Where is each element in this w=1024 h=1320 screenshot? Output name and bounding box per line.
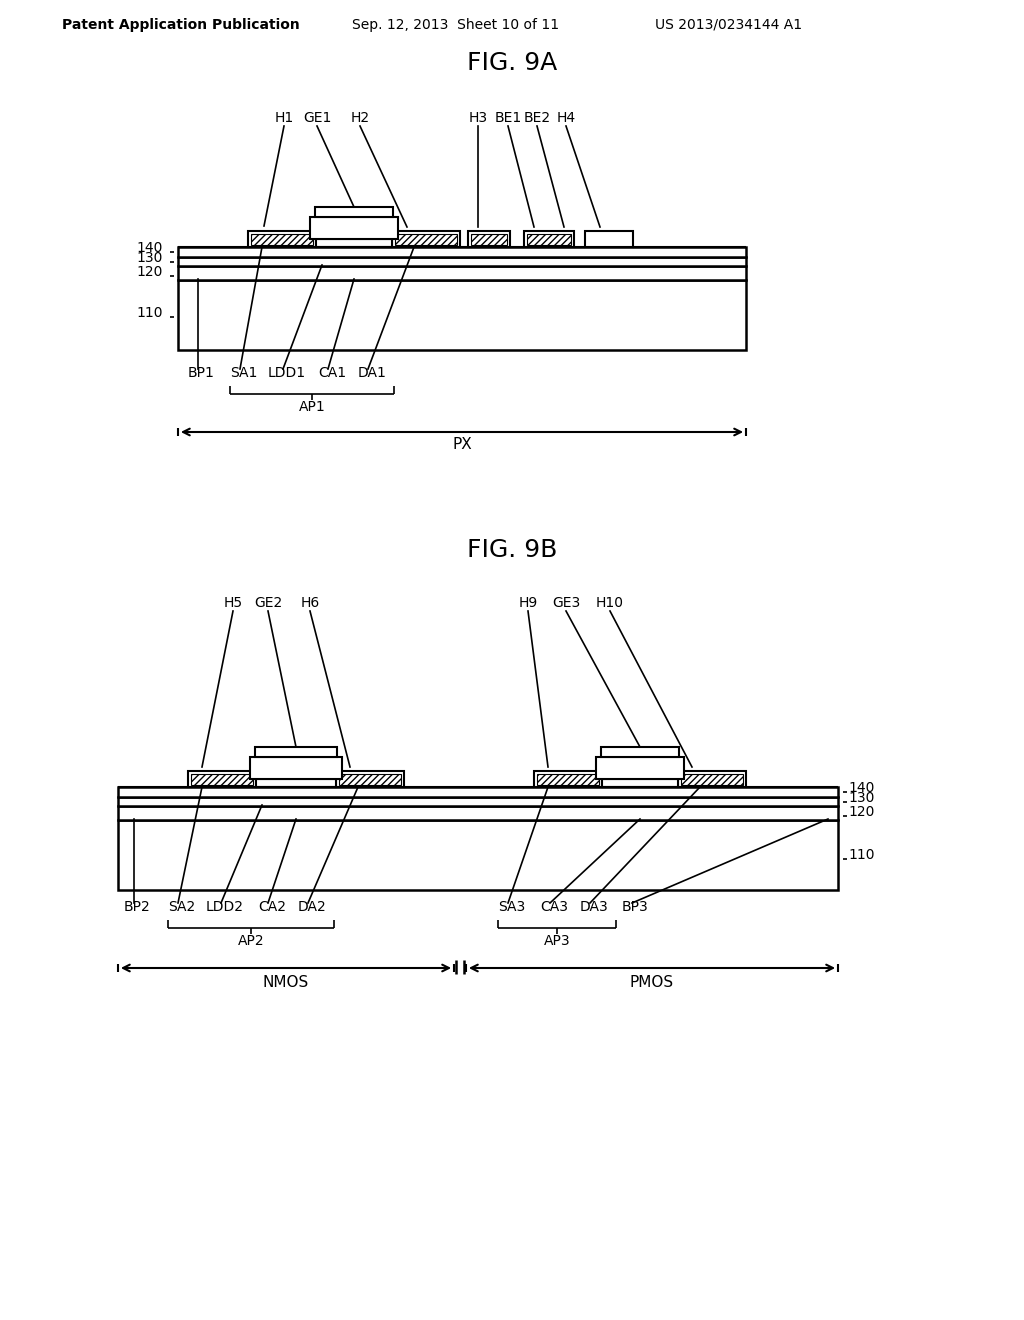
Bar <box>118 787 838 797</box>
Bar <box>250 756 342 779</box>
Text: H6: H6 <box>300 597 319 610</box>
Bar <box>118 797 838 807</box>
Text: PMOS: PMOS <box>630 975 674 990</box>
Bar <box>336 771 404 787</box>
Bar <box>392 231 460 247</box>
Text: SA2: SA2 <box>168 900 196 913</box>
Text: 120: 120 <box>136 265 163 279</box>
Text: SA3: SA3 <box>498 900 525 913</box>
Text: LDD2: LDD2 <box>206 900 244 913</box>
Bar <box>118 807 838 820</box>
Text: 120: 120 <box>848 805 874 818</box>
Text: H9: H9 <box>518 597 538 610</box>
Text: CA3: CA3 <box>540 900 568 913</box>
Text: US 2013/0234144 A1: US 2013/0234144 A1 <box>655 18 802 32</box>
Bar <box>316 239 392 247</box>
Text: DA2: DA2 <box>298 900 327 913</box>
Text: GE1: GE1 <box>303 111 331 125</box>
Text: H1: H1 <box>274 111 294 125</box>
Text: Patent Application Publication: Patent Application Publication <box>62 18 300 32</box>
Text: 110: 110 <box>136 306 163 319</box>
Text: BP2: BP2 <box>124 900 151 913</box>
Text: 130: 130 <box>136 251 163 265</box>
Bar <box>178 280 746 350</box>
Bar <box>178 267 746 280</box>
Text: SA1: SA1 <box>230 366 257 380</box>
Text: BP1: BP1 <box>188 366 215 380</box>
Bar <box>248 231 316 247</box>
Text: DA1: DA1 <box>358 366 387 380</box>
Bar <box>585 231 633 247</box>
Bar <box>602 779 678 787</box>
Bar <box>395 234 457 246</box>
Text: 130: 130 <box>848 791 874 805</box>
Text: H2: H2 <box>350 111 370 125</box>
Bar <box>188 771 256 787</box>
Bar <box>178 247 746 257</box>
Text: CA2: CA2 <box>258 900 286 913</box>
Bar <box>251 234 313 246</box>
Bar <box>468 231 510 247</box>
Text: CA1: CA1 <box>318 366 346 380</box>
Text: H10: H10 <box>596 597 624 610</box>
Bar <box>681 774 743 785</box>
Text: GE3: GE3 <box>552 597 581 610</box>
Bar <box>596 756 684 779</box>
Text: Sep. 12, 2013  Sheet 10 of 11: Sep. 12, 2013 Sheet 10 of 11 <box>352 18 559 32</box>
Bar <box>191 774 253 785</box>
Text: LDD1: LDD1 <box>268 366 306 380</box>
Bar <box>524 231 574 247</box>
Text: FIG. 9A: FIG. 9A <box>467 51 557 75</box>
Bar <box>601 747 679 756</box>
Text: DA3: DA3 <box>580 900 608 913</box>
Bar <box>339 774 401 785</box>
Bar <box>256 779 336 787</box>
Bar <box>471 234 507 246</box>
Text: AP3: AP3 <box>544 935 570 948</box>
Text: AP2: AP2 <box>238 935 264 948</box>
Text: H5: H5 <box>223 597 243 610</box>
Text: FIG. 9B: FIG. 9B <box>467 539 557 562</box>
Bar <box>178 257 746 267</box>
Text: BE2: BE2 <box>523 111 551 125</box>
Text: BP3: BP3 <box>622 900 649 913</box>
Text: AP1: AP1 <box>299 400 326 414</box>
Text: H4: H4 <box>556 111 575 125</box>
Text: H3: H3 <box>468 111 487 125</box>
Text: PX: PX <box>453 437 472 451</box>
Text: 140: 140 <box>136 242 163 255</box>
Text: GE2: GE2 <box>254 597 283 610</box>
Text: BE1: BE1 <box>495 111 521 125</box>
Text: 140: 140 <box>848 781 874 795</box>
Bar <box>118 820 838 890</box>
Text: 110: 110 <box>848 847 874 862</box>
Bar <box>678 771 746 787</box>
Bar <box>315 207 393 216</box>
Bar <box>255 747 337 756</box>
Bar <box>527 234 571 246</box>
Text: NMOS: NMOS <box>263 975 309 990</box>
Bar <box>537 774 599 785</box>
Bar <box>310 216 398 239</box>
Bar <box>534 771 602 787</box>
